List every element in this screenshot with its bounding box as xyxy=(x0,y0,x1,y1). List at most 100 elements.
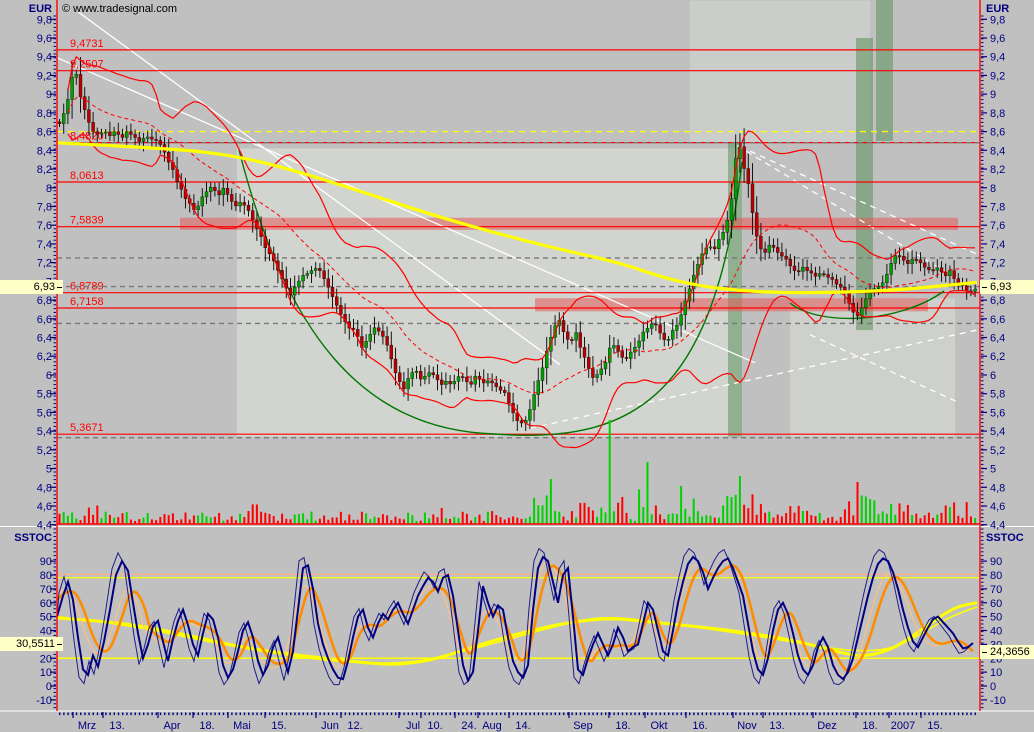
svg-text:6,8: 6,8 xyxy=(990,295,1005,307)
svg-text:7,4: 7,4 xyxy=(37,239,52,251)
svg-text:10: 10 xyxy=(40,667,52,679)
svg-text:6,4: 6,4 xyxy=(990,333,1005,345)
svg-text:20: 20 xyxy=(40,653,52,665)
last-price-badge-right: 6,93 xyxy=(980,280,1034,294)
stochastic-value-badge-right: 24,3656 xyxy=(980,645,1034,659)
yellow-moving-average xyxy=(56,141,978,295)
svg-text:5: 5 xyxy=(46,464,52,476)
svg-text:9,2: 9,2 xyxy=(37,70,52,82)
svg-text:9,4731: 9,4731 xyxy=(70,38,104,50)
svg-text:9,4: 9,4 xyxy=(37,52,52,64)
svg-text:7,8: 7,8 xyxy=(37,201,52,213)
svg-text:9: 9 xyxy=(990,89,996,101)
svg-text:Dez: Dez xyxy=(817,720,837,732)
svg-text:4,4: 4,4 xyxy=(37,520,52,532)
svg-text:8,6: 8,6 xyxy=(990,127,1005,139)
svg-text:Mrz: Mrz xyxy=(78,720,96,732)
bollinger-bands xyxy=(67,55,976,449)
svg-text:50: 50 xyxy=(990,612,1002,624)
svg-text:14.: 14. xyxy=(515,720,530,732)
svg-text:7,6: 7,6 xyxy=(990,220,1005,232)
svg-text:Mai: Mai xyxy=(233,720,251,732)
svg-text:6,2: 6,2 xyxy=(990,351,1005,363)
svg-text:8,2: 8,2 xyxy=(37,164,52,176)
svg-text:9,2: 9,2 xyxy=(990,70,1005,82)
volume-bars xyxy=(58,420,977,524)
svg-text:60: 60 xyxy=(40,598,52,610)
svg-text:6: 6 xyxy=(990,370,996,382)
svg-text:6,4: 6,4 xyxy=(37,333,52,345)
svg-text:5,2: 5,2 xyxy=(37,445,52,457)
svg-text:6,8: 6,8 xyxy=(37,295,52,307)
svg-text:8,0613: 8,0613 xyxy=(70,170,104,182)
svg-text:5,6: 5,6 xyxy=(37,407,52,419)
svg-text:4,8: 4,8 xyxy=(990,482,1005,494)
gray-dashed-levels xyxy=(57,141,980,439)
svg-text:7,4: 7,4 xyxy=(990,239,1005,251)
svg-text:6: 6 xyxy=(46,370,52,382)
price-axis-unit-right: EUR xyxy=(986,3,1010,15)
svg-text:6,6: 6,6 xyxy=(990,314,1005,326)
svg-text:9,4: 9,4 xyxy=(990,52,1005,64)
svg-text:Okt: Okt xyxy=(650,720,667,732)
svg-text:-10: -10 xyxy=(990,695,1006,707)
svg-text:6,7158: 6,7158 xyxy=(70,296,104,308)
svg-text:16.: 16. xyxy=(692,720,707,732)
svg-text:-10: -10 xyxy=(36,695,52,707)
svg-text:15.: 15. xyxy=(927,720,942,732)
svg-text:9: 9 xyxy=(46,89,52,101)
svg-text:Jul: Jul xyxy=(406,720,420,732)
svg-text:90: 90 xyxy=(990,556,1002,568)
svg-text:24.: 24. xyxy=(461,720,476,732)
svg-text:10: 10 xyxy=(990,667,1002,679)
svg-text:8,8: 8,8 xyxy=(990,108,1005,120)
svg-text:9,8: 9,8 xyxy=(990,14,1005,26)
svg-text:13.: 13. xyxy=(109,720,124,732)
svg-text:8: 8 xyxy=(46,183,52,195)
svg-text:5,4: 5,4 xyxy=(37,426,52,438)
svg-text:7,8: 7,8 xyxy=(990,201,1005,213)
svg-text:10.: 10. xyxy=(427,720,442,732)
svg-text:18.: 18. xyxy=(862,720,877,732)
svg-text:15.: 15. xyxy=(271,720,286,732)
svg-text:4,4: 4,4 xyxy=(990,520,1005,532)
svg-text:0: 0 xyxy=(46,681,52,693)
svg-text:Aug: Aug xyxy=(482,720,502,732)
svg-text:6,2: 6,2 xyxy=(37,351,52,363)
svg-text:8: 8 xyxy=(990,183,996,195)
svg-text:7,6: 7,6 xyxy=(37,220,52,232)
svg-text:40: 40 xyxy=(40,626,52,638)
svg-text:18.: 18. xyxy=(615,720,630,732)
svg-text:9,6: 9,6 xyxy=(990,33,1005,45)
indicator-label-left: SSTOC xyxy=(14,532,52,544)
svg-text:90: 90 xyxy=(40,556,52,568)
svg-text:4,8: 4,8 xyxy=(37,482,52,494)
last-price-badge-left: 6,93 xyxy=(0,280,63,294)
svg-text:Sep: Sep xyxy=(573,720,593,732)
svg-text:5,4: 5,4 xyxy=(990,426,1005,438)
svg-text:8,4: 8,4 xyxy=(990,145,1005,157)
svg-text:70: 70 xyxy=(40,584,52,596)
svg-text:60: 60 xyxy=(990,598,1002,610)
svg-text:5,2: 5,2 xyxy=(990,445,1005,457)
svg-text:Apr: Apr xyxy=(163,720,180,732)
time-axis: Mrz 13. Apr 18. Mai 15. Jun 12. Jul 10. 24. Aug 14. S… xyxy=(59,712,976,732)
svg-text:Nov: Nov xyxy=(737,720,757,732)
svg-text:6,6: 6,6 xyxy=(37,314,52,326)
svg-text:7,5839: 7,5839 xyxy=(70,215,104,227)
svg-text:5,8: 5,8 xyxy=(37,389,52,401)
panel-separators xyxy=(0,523,1034,712)
svg-text:8,2: 8,2 xyxy=(990,164,1005,176)
indicator-label-right: SSTOC xyxy=(986,532,1024,544)
axes: 9,8 9,8 9,6 9,6 9,4 9,4 9,2 9,2 9 9 8,8 8,8 8,6 8,6 8,… xyxy=(36,0,1006,711)
svg-text:8,4: 8,4 xyxy=(37,145,52,157)
svg-text:4,6: 4,6 xyxy=(990,501,1005,513)
svg-text:7,2: 7,2 xyxy=(37,258,52,270)
svg-text:5,3671: 5,3671 xyxy=(70,422,104,434)
svg-text:8,6: 8,6 xyxy=(37,127,52,139)
stochastic-value-badge-left: 30,5511 xyxy=(0,637,63,651)
svg-text:50: 50 xyxy=(40,612,52,624)
svg-text:80: 80 xyxy=(990,570,1002,582)
